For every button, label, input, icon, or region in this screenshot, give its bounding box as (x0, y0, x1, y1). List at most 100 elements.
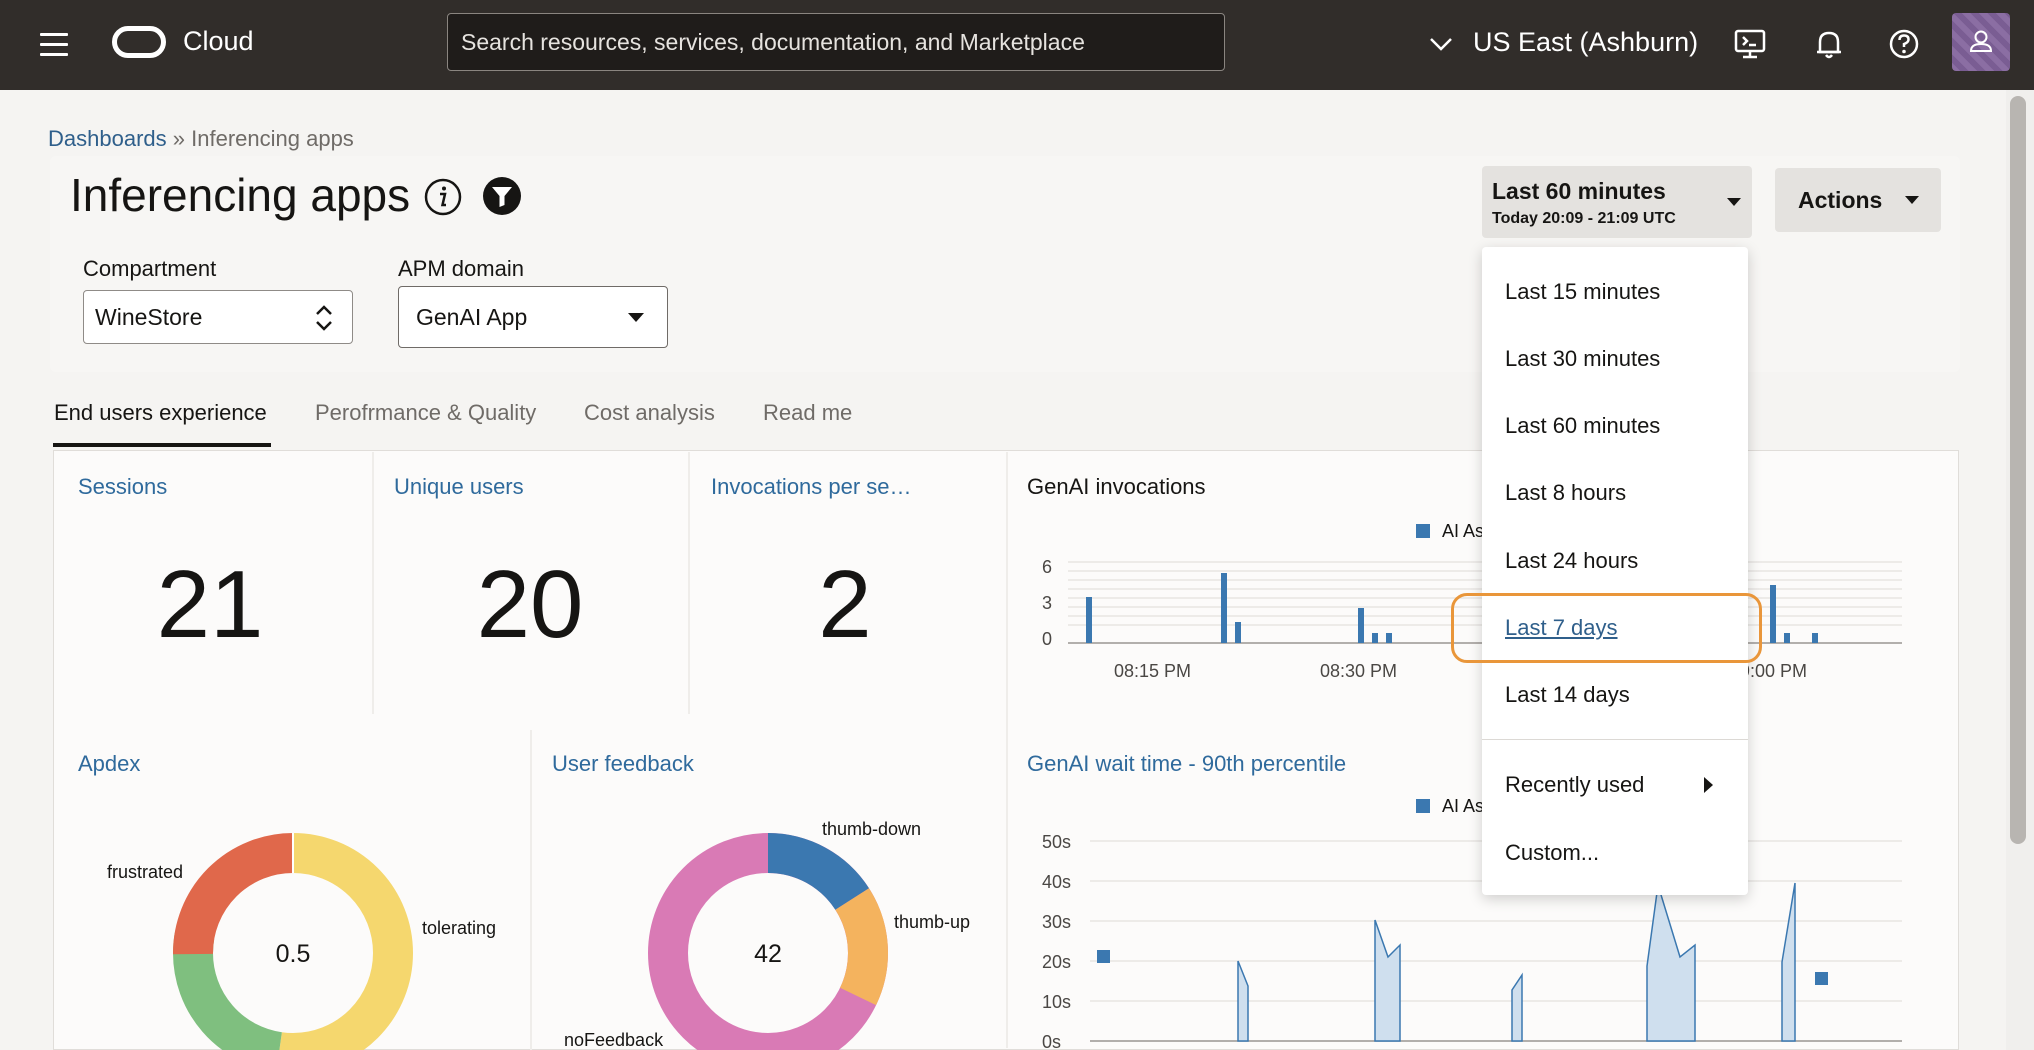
menu-item-last-14-days[interactable]: Last 14 days (1505, 682, 1630, 707)
y-tick: 30s (1042, 912, 1071, 932)
legend-swatch (1416, 799, 1430, 813)
caret-right-icon (1704, 777, 1713, 793)
feedback-none-label: noFeedback (564, 1030, 664, 1050)
menu-item-last-15-minutes[interactable]: Last 15 minutes (1505, 279, 1661, 304)
tab-read-me[interactable]: Read me (763, 400, 853, 425)
scrollbar-thumb[interactable] (2010, 96, 2026, 844)
invocations-per-session-value: 2 (818, 551, 872, 658)
legend-label: AI As (1442, 521, 1484, 541)
cloud-shell-icon[interactable] (1730, 24, 1770, 64)
genai-wait-time-title[interactable]: GenAI wait time - 90th percentile (1027, 751, 1347, 776)
menu-item-last-7-days[interactable]: Last 7 days (1505, 615, 1618, 640)
breadcrumb-current: Inferencing apps (191, 126, 354, 151)
apdex-tolerating-label: tolerating (422, 918, 496, 938)
apdex-title[interactable]: Apdex (78, 751, 141, 776)
x-tick: 08:15 PM (1114, 661, 1191, 681)
tile-divider (1006, 452, 1008, 1048)
sort-arrows-icon (316, 305, 332, 331)
legend-swatch (1416, 524, 1430, 538)
genai-wait-time-chart: AI As 50s 40s 30s 20s 10s 0s (1042, 796, 1902, 1050)
breadcrumb-separator: » (172, 126, 186, 151)
user-feedback-donut-chart: 42 thumb-down thumb-up noFeedback (564, 819, 970, 1050)
search-box[interactable] (447, 13, 1225, 71)
sessions-title[interactable]: Sessions (78, 474, 168, 499)
menu-item-recently-used[interactable]: Recently used (1505, 772, 1645, 797)
apdex-center-value: 0.5 (276, 940, 311, 968)
feedback-down-arc (648, 833, 888, 1050)
actions-button[interactable]: Actions (1775, 168, 1941, 232)
compartment-value: WineStore (95, 303, 203, 330)
y-tick: 3 (1042, 593, 1052, 613)
highlight-ring (1451, 593, 1762, 663)
x-tick: 9:00 PM (1740, 661, 1807, 681)
caret-down-icon (628, 313, 644, 322)
user-feedback-title[interactable]: User feedback (552, 751, 694, 776)
bell-icon[interactable] (1809, 24, 1849, 64)
invocations-per-session-title[interactable]: Invocations per se… (711, 474, 912, 499)
menu-item-last-24-hours[interactable]: Last 24 hours (1505, 548, 1639, 573)
tab-performance-quality[interactable]: Perofrmance & Quality (315, 400, 537, 425)
apdex-donut-chart: 0.5 frustrated tolerating (107, 833, 496, 1050)
caret-down-icon (1727, 198, 1741, 206)
apm-domain-label: APM domain (398, 256, 524, 281)
sessions-value: 21 (156, 551, 264, 658)
oracle-logo-icon[interactable] (112, 26, 166, 58)
time-range-label: Last 60 minutes (1492, 178, 1666, 204)
tab-cost-analysis[interactable]: Cost analysis (584, 400, 715, 425)
y-tick: 50s (1042, 832, 1071, 852)
feedback-center-value: 42 (754, 940, 782, 968)
tile-divider (530, 730, 532, 1050)
genai-invocations-title: GenAI invocations (1027, 474, 1206, 499)
apm-domain-select[interactable]: GenAI App (398, 286, 668, 348)
compartment-label: Compartment (83, 256, 217, 281)
menu-item-last-30-minutes[interactable]: Last 30 minutes (1505, 346, 1661, 371)
menu-divider (1482, 739, 1748, 740)
info-icon[interactable] (423, 177, 463, 217)
unique-users-value: 20 (476, 551, 584, 658)
y-tick: 20s (1042, 952, 1071, 972)
feedback-up-label: thumb-up (894, 912, 970, 932)
wait-time-areas (1237, 882, 1796, 1042)
time-range-button[interactable]: Last 60 minutes Today 20:09 - 21:09 UTC (1482, 166, 1752, 238)
y-tick: 40s (1042, 872, 1071, 892)
y-tick: 10s (1042, 992, 1071, 1012)
avatar[interactable] (1952, 13, 2010, 71)
invocation-bars (1086, 573, 1818, 643)
tab-end-users-experience[interactable]: End users experience (54, 400, 267, 425)
breadcrumb-dashboards-link[interactable]: Dashboards (48, 126, 167, 151)
help-icon[interactable] (1884, 24, 1924, 64)
wait-time-point (1815, 972, 1828, 985)
tile-divider (688, 452, 690, 714)
x-tick: 08:30 PM (1320, 661, 1397, 681)
filter-icon[interactable] (482, 176, 522, 216)
actions-label: Actions (1798, 186, 1883, 213)
caret-down-icon (1905, 196, 1919, 204)
region-selector[interactable]: US East (Ashburn) (1473, 27, 1699, 57)
menu-item-last-8-hours[interactable]: Last 8 hours (1505, 480, 1627, 505)
apdex-frustrated-label: frustrated (107, 862, 183, 882)
apm-domain-value: GenAI App (416, 303, 528, 330)
legend-label: AI As (1442, 796, 1484, 816)
active-tab-indicator (53, 443, 271, 447)
tile-divider (372, 452, 374, 714)
y-tick: 0 (1042, 629, 1052, 649)
top-bar: Cloud US East (Ashburn) (0, 0, 2034, 90)
page-title: Inferencing apps (70, 169, 411, 221)
feedback-up-arc (648, 833, 888, 1050)
breadcrumb: Dashboards » Inferencing apps (48, 126, 354, 152)
compartment-select[interactable]: WineStore (83, 290, 353, 344)
hamburger-icon[interactable] (40, 33, 68, 56)
unique-users-title[interactable]: Unique users (394, 474, 524, 499)
time-range-sub: Today 20:09 - 21:09 UTC (1492, 210, 1676, 227)
feedback-down-label: thumb-down (822, 819, 921, 839)
menu-item-last-60-minutes[interactable]: Last 60 minutes (1505, 413, 1661, 438)
menu-item-custom[interactable]: Custom... (1505, 840, 1600, 865)
user-icon (1969, 30, 1993, 52)
chevron-down-icon[interactable] (1428, 34, 1454, 54)
y-tick: 0s (1042, 1032, 1061, 1050)
y-tick: 6 (1042, 557, 1052, 577)
brand-name[interactable]: Cloud (183, 26, 254, 56)
search-input[interactable] (448, 14, 1224, 70)
wait-time-point (1097, 950, 1110, 963)
time-range-menu: Last 15 minutes Last 30 minutes Last 60 … (1482, 247, 1748, 895)
